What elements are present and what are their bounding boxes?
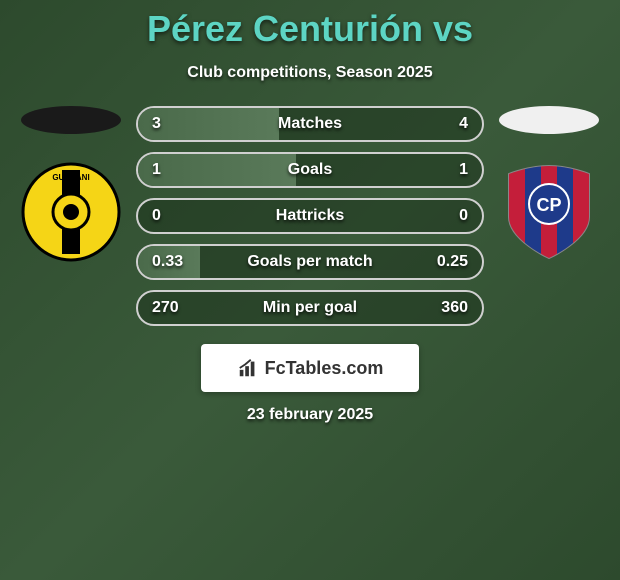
stat-value-right: 1 <box>459 161 468 179</box>
page-title: Pérez Centurión vs <box>147 8 473 50</box>
svg-text:CP: CP <box>536 195 561 215</box>
stat-label: Goals per match <box>247 253 372 271</box>
chart-icon <box>237 357 259 379</box>
stat-value-left: 270 <box>152 299 179 317</box>
stat-bar: 0 0 Hattricks <box>136 198 484 234</box>
stat-value-right: 0 <box>459 207 468 225</box>
stat-value-right: 0.25 <box>437 253 468 271</box>
date-text: 23 february 2025 <box>247 406 373 424</box>
stat-value-right: 360 <box>441 299 468 317</box>
left-side: GUARANI <box>16 106 126 262</box>
brand-text: FcTables.com <box>265 358 384 379</box>
stat-value-right: 4 <box>459 115 468 133</box>
stat-bar: 0.33 0.25 Goals per match <box>136 244 484 280</box>
cerro-porteno-logo-icon: CP <box>499 162 599 262</box>
right-club-logo: CP <box>499 162 599 262</box>
subtitle: Club competitions, Season 2025 <box>187 64 432 82</box>
brand-box[interactable]: FcTables.com <box>201 344 419 392</box>
stats-column: 3 4 Matches 1 1 Goals 0 0 Hattricks 0.33 0.25 Goals… <box>136 106 484 326</box>
comparison-card: Pérez Centurión vs Club competitions, Se… <box>0 0 620 580</box>
svg-text:GUARANI: GUARANI <box>52 173 89 182</box>
left-club-logo: GUARANI <box>21 162 121 262</box>
stat-label: Goals <box>288 161 332 179</box>
stat-bar: 270 360 Min per goal <box>136 290 484 326</box>
stat-bar: 3 4 Matches <box>136 106 484 142</box>
guarani-logo-icon: GUARANI <box>21 162 121 262</box>
stat-bar: 1 1 Goals <box>136 152 484 188</box>
stat-value-left: 0 <box>152 207 161 225</box>
main-row: GUARANI 34Matches11Goals00Hattricks0.330… <box>0 106 620 326</box>
stat-label: Matches <box>278 115 342 133</box>
stat-fill-left <box>138 154 296 186</box>
stat-value-left: 1 <box>152 161 161 179</box>
stat-value-left: 0.33 <box>152 253 183 271</box>
stat-label: Hattricks <box>276 207 344 225</box>
stat-value-left: 3 <box>152 115 161 133</box>
stat-label: Min per goal <box>263 299 357 317</box>
right-player-silhouette <box>499 106 599 134</box>
left-player-silhouette <box>21 106 121 134</box>
right-side: CP <box>494 106 604 262</box>
